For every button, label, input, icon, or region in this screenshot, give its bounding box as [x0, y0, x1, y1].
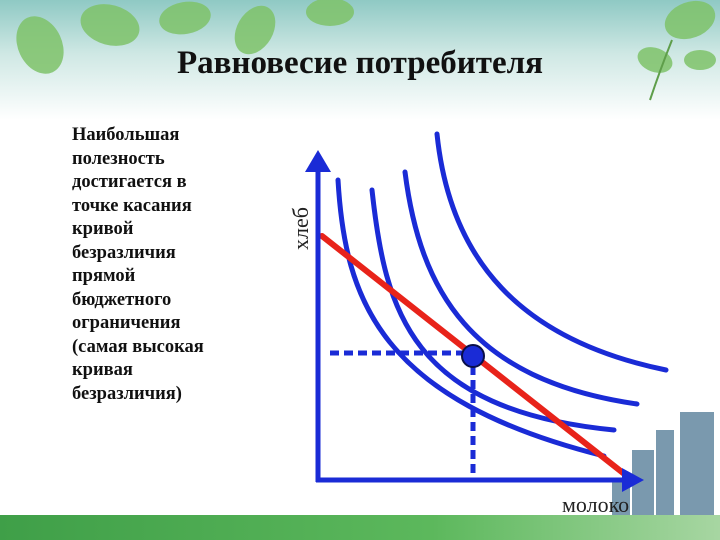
explanation-text: Наибольшая полезность достигается в точк… [72, 125, 204, 404]
equilibrium-point [461, 344, 485, 368]
indifference-curve-2 [369, 187, 617, 433]
indifference-curve-3 [402, 169, 640, 407]
x-axis-arrow [622, 468, 644, 492]
footer-bar [0, 515, 720, 540]
y-axis-label: хлеб [288, 207, 313, 250]
y-axis-arrow [305, 150, 331, 172]
indifference-curve-1 [335, 177, 607, 459]
indifference-curve-4 [434, 131, 669, 373]
x-axis-label: молоко [562, 492, 629, 517]
slide-title: Равновесие потребителя [176, 45, 544, 81]
indifference-curves [335, 131, 669, 459]
